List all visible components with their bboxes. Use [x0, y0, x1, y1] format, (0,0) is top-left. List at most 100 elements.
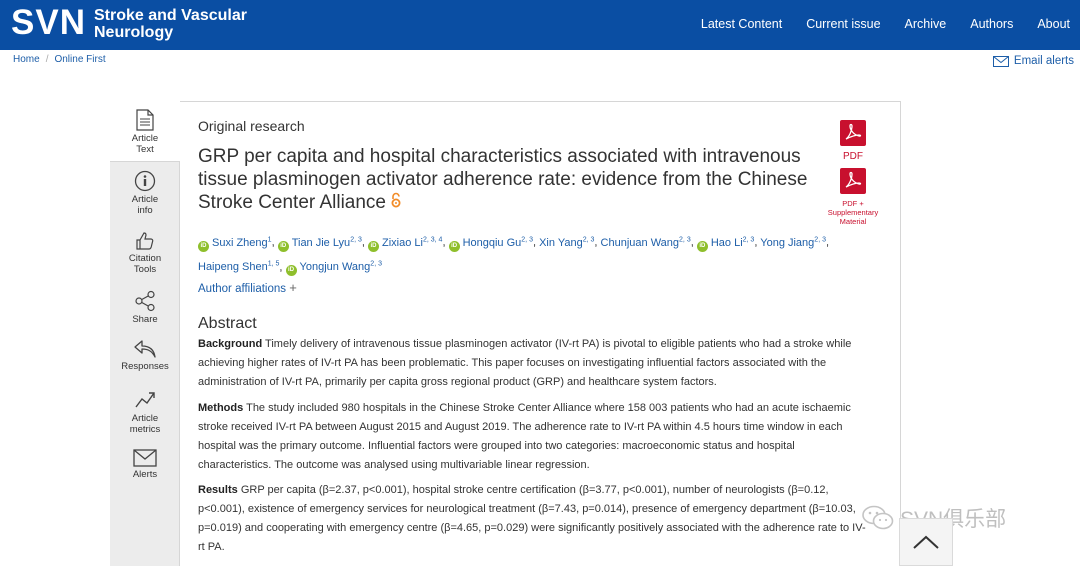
- orcid-icon[interactable]: iD: [277, 240, 289, 252]
- author-affiliation-ref[interactable]: 2, 3: [814, 236, 826, 243]
- envelope-icon: [133, 449, 157, 467]
- email-alerts-label: Email alerts: [1013, 55, 1074, 67]
- breadcrumb-online-first[interactable]: Online First: [54, 54, 106, 65]
- sidebar-item-label: Article: [131, 194, 159, 205]
- author-separator: ,: [594, 236, 601, 249]
- author-link[interactable]: iD Hongqiu Gu2, 3: [448, 236, 533, 252]
- author-link[interactable]: iD Hao Li2, 3: [696, 236, 755, 252]
- sidebar-item-label: Alerts: [132, 469, 158, 480]
- author-link[interactable]: Yong Jiang2, 3: [760, 236, 826, 249]
- pdf-supp-label-3: Material: [839, 217, 867, 226]
- author-link[interactable]: iD Yongjun Wang2, 3: [285, 260, 382, 277]
- author-name: Yong Jiang: [760, 236, 815, 249]
- author-link[interactable]: Xin Yang2, 3: [539, 236, 595, 249]
- scroll-to-top-button[interactable]: [899, 518, 953, 566]
- author-affiliations-toggle[interactable]: Author affiliations +: [198, 280, 297, 295]
- results-text: GRP per capita (β=2.37, p<0.001), hospit…: [198, 484, 866, 553]
- sidebar-item-article-text[interactable]: Article Text: [110, 101, 180, 162]
- sidebar-item-label: Share: [132, 314, 158, 325]
- author-link[interactable]: iD Suxi Zheng1: [198, 236, 272, 252]
- orcid-icon[interactable]: iD: [285, 265, 297, 277]
- journal-logo[interactable]: SVN: [11, 3, 86, 42]
- author-name: Hongqiu Gu: [462, 236, 522, 249]
- sidebar-item-article-info[interactable]: Article info: [110, 170, 180, 216]
- author-affiliation-ref[interactable]: 2, 3: [521, 236, 533, 243]
- pdf-icon: [840, 120, 866, 146]
- sidebar-item-label: Responses: [121, 361, 169, 372]
- author-link[interactable]: iD Tian Jie Lyu2, 3: [277, 236, 362, 252]
- author-name: Tian Jie Lyu: [291, 236, 351, 249]
- author-list: iD Suxi Zheng1, iD Tian Jie Lyu2, 3, iD Zix…: [198, 229, 868, 278]
- author-affiliation-ref[interactable]: 1, 5: [267, 260, 280, 268]
- author-name: Chunjuan Wang: [600, 236, 680, 249]
- sidebar-item-article-metrics[interactable]: Article metrics: [110, 389, 180, 435]
- abstract-methods: Methods The study included 980 hospitals…: [198, 399, 868, 475]
- abstract-background: Background Timely delivery of intravenou…: [198, 335, 868, 392]
- author-affiliation-ref[interactable]: 2, 3: [350, 236, 362, 243]
- pdf-button[interactable]: PDF: [838, 120, 868, 162]
- abstract-heading: Abstract: [198, 315, 257, 332]
- author-link[interactable]: iD Zixiao Li2, 3, 4: [368, 236, 443, 252]
- author-separator: ,: [361, 236, 368, 249]
- nav-authors[interactable]: Authors: [970, 17, 1014, 31]
- site-header: SVN Stroke and Vascular Neurology Latest…: [0, 0, 1080, 50]
- methods-text: The study included 980 hospitals in the …: [198, 402, 851, 471]
- background-text: Timely delivery of intravenous tissue pl…: [198, 338, 852, 388]
- nav-about[interactable]: About: [1037, 17, 1070, 31]
- metrics-icon: [135, 392, 155, 408]
- author-affiliation-ref[interactable]: 2, 3: [679, 236, 691, 243]
- pdf-supplementary-button[interactable]: PDF + Supplementary Material: [820, 168, 886, 226]
- author-affiliation-ref[interactable]: 2, 3: [370, 260, 382, 268]
- author-affiliation-ref[interactable]: 2, 3: [582, 236, 595, 243]
- author-link[interactable]: Chunjuan Wang2, 3: [600, 236, 691, 249]
- document-icon: [136, 109, 154, 131]
- sidebar-item-label: metrics: [129, 424, 161, 435]
- nav-current-issue[interactable]: Current issue: [806, 17, 881, 31]
- article-title: GRP per capita and hospital characterist…: [198, 145, 818, 214]
- plus-icon: +: [289, 280, 297, 295]
- article-title-text: GRP per capita and hospital characterist…: [198, 146, 808, 213]
- info-icon: [134, 170, 156, 192]
- orcid-icon[interactable]: iD: [448, 240, 460, 252]
- sidebar-item-responses[interactable]: Responses: [110, 339, 180, 372]
- pdf-icon: [840, 168, 866, 194]
- sidebar-item-label: info: [137, 205, 153, 216]
- nav-archive[interactable]: Archive: [904, 17, 947, 31]
- author-separator: ,: [825, 236, 830, 249]
- sidebar-item-label: Article: [131, 413, 159, 424]
- sidebar-item-citation-tools[interactable]: Citation Tools: [110, 231, 180, 275]
- author-separator: ,: [271, 236, 278, 249]
- journal-name[interactable]: Stroke and Vascular Neurology: [94, 7, 247, 41]
- author-affiliations-label: Author affiliations: [198, 283, 287, 295]
- author-separator: ,: [532, 236, 540, 249]
- author-name: Hao Li: [710, 236, 743, 249]
- main-nav: Latest Content Current issue Archive Aut…: [677, 17, 1070, 31]
- author-affiliation-ref[interactable]: 2, 3, 4: [422, 236, 443, 243]
- author-name: Haipeng Shen: [198, 261, 268, 274]
- breadcrumb-separator: /: [45, 54, 49, 65]
- wechat-icon: [862, 505, 894, 530]
- journal-name-line1: Stroke and Vascular: [94, 7, 247, 24]
- pdf-label: PDF: [843, 151, 863, 162]
- thumbs-up-icon: [136, 232, 154, 250]
- sidebar-item-label: Citation: [128, 253, 162, 264]
- journal-name-line2: Neurology: [94, 24, 174, 41]
- sidebar-item-label: Text: [136, 144, 154, 155]
- sidebar-item-alerts[interactable]: Alerts: [110, 449, 180, 480]
- orcid-icon[interactable]: iD: [368, 240, 379, 252]
- sidebar-item-share[interactable]: Share: [110, 290, 180, 325]
- author-separator: ,: [754, 236, 761, 249]
- methods-label: Methods: [198, 402, 244, 414]
- email-alerts-link[interactable]: Email alerts: [992, 55, 1074, 67]
- author-affiliation-ref[interactable]: 1: [267, 236, 272, 243]
- author-affiliation-ref[interactable]: 2, 3: [742, 236, 755, 243]
- author-separator: ,: [279, 261, 286, 274]
- author-name: Suxi Zheng: [212, 236, 268, 249]
- breadcrumb-home[interactable]: Home: [13, 54, 40, 65]
- orcid-icon[interactable]: iD: [696, 240, 708, 252]
- nav-latest-content[interactable]: Latest Content: [700, 17, 783, 31]
- orcid-icon[interactable]: iD: [198, 240, 209, 252]
- author-name: Zixiao Li: [382, 236, 423, 249]
- author-link[interactable]: Haipeng Shen1, 5: [198, 260, 280, 274]
- open-access-icon: [390, 191, 402, 214]
